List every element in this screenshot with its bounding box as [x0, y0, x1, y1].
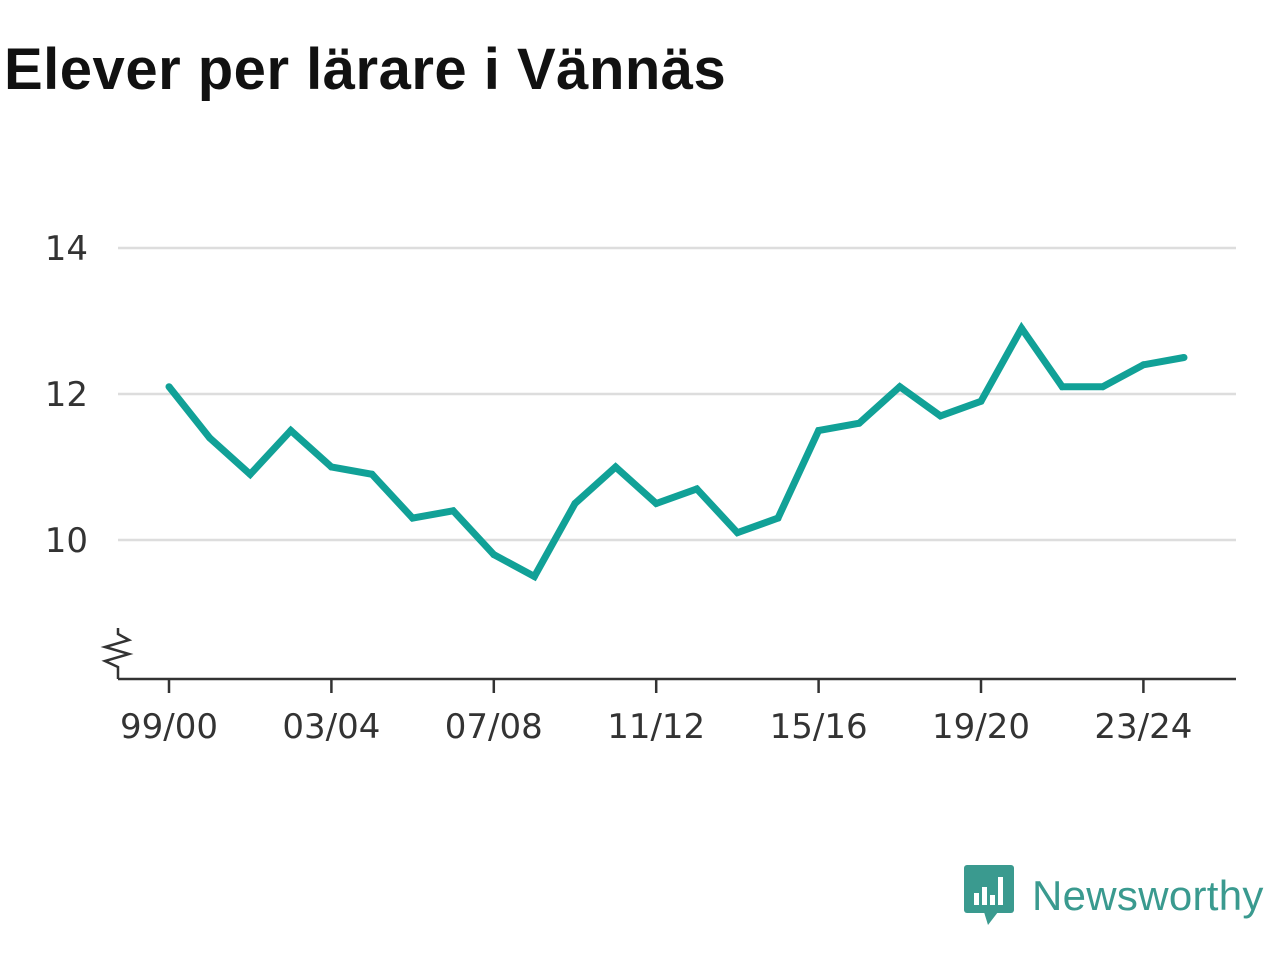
data-point [896, 383, 904, 391]
data-point [1180, 354, 1188, 361]
data-point [1018, 324, 1026, 332]
y-tick-label: 10 [45, 521, 88, 561]
data-point [368, 470, 376, 478]
data-point [936, 412, 944, 420]
y-axis-break [100, 628, 134, 679]
data-point [571, 500, 579, 507]
data-point [165, 383, 173, 391]
newsworthy-logo-icon [964, 865, 1014, 925]
data-point [327, 463, 335, 471]
x-tick-label: 19/20 [932, 707, 1030, 747]
data-point [815, 427, 823, 434]
gridlines [118, 246, 1236, 542]
brand-name: Newsworthy [1032, 872, 1264, 919]
data-point [612, 463, 620, 471]
axes: 10 12 14 99/00 03/04 07/08 11/12 15/16 19/20 23/2… [45, 229, 1236, 747]
data-point [449, 507, 457, 515]
data-point [530, 573, 538, 580]
x-tick-label: 99/00 [120, 707, 218, 747]
x-tick-label: 23/24 [1094, 707, 1192, 747]
data-point [1099, 383, 1107, 391]
data-point [287, 427, 295, 434]
x-tick-label: 07/08 [445, 707, 543, 747]
x-tick-label: 03/04 [282, 707, 380, 747]
data-point [1139, 361, 1147, 369]
data-point [652, 500, 660, 507]
series [165, 321, 1188, 582]
data-point [409, 514, 417, 522]
y-tick-label: 12 [45, 375, 88, 415]
data-point [733, 529, 741, 537]
data-point [977, 397, 985, 405]
series-line-0 [166, 321, 1185, 582]
data-point [855, 419, 863, 427]
x-tick-label: 15/16 [770, 707, 868, 747]
y-tick-label: 14 [45, 229, 88, 269]
chart-title: Elever per lärare i Vännäs [4, 37, 727, 102]
data-point [206, 434, 214, 442]
data-point [1058, 383, 1066, 391]
data-point [490, 551, 498, 559]
x-tick-label: 11/12 [607, 707, 705, 747]
data-point [246, 470, 254, 478]
data-point [774, 514, 782, 522]
data-point [693, 485, 701, 493]
newsworthy-logo: Newsworthy [964, 864, 1264, 928]
